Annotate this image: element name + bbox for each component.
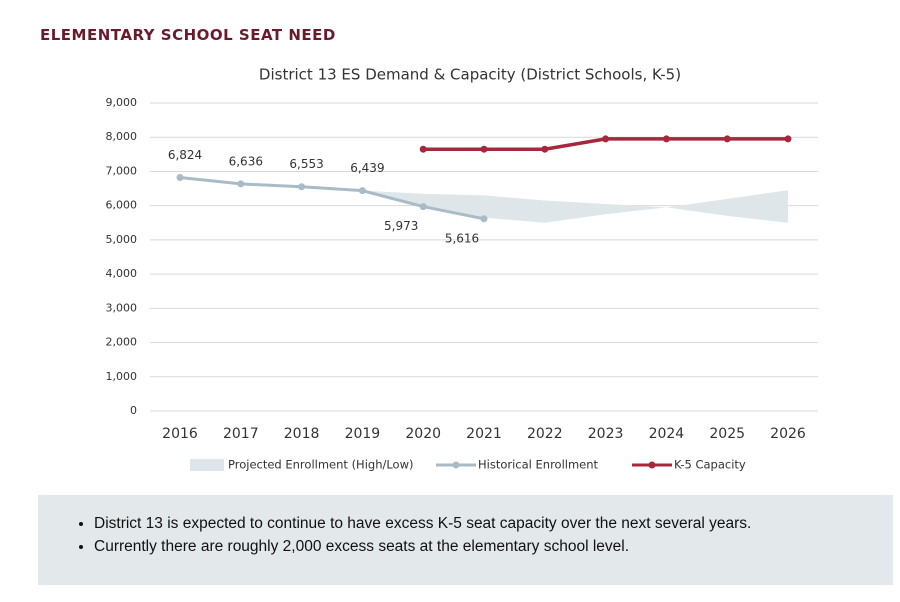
y-tick-label: 8,000 (106, 130, 138, 143)
chart-title: District 13 ES Demand & Capacity (Distri… (259, 66, 681, 84)
x-tick-label: 2016 (162, 426, 198, 442)
data-label: 6,439 (350, 161, 384, 175)
data-label: 6,636 (229, 154, 263, 168)
y-tick-label: 0 (130, 404, 137, 417)
x-tick-label: 2020 (405, 426, 441, 442)
series-point (419, 203, 427, 211)
data-label: 6,553 (289, 157, 323, 171)
y-tick-label: 3,000 (106, 301, 138, 314)
bullet: District 13 is expected to continue to h… (94, 515, 893, 533)
x-tick-label: 2024 (649, 426, 685, 442)
series-point (480, 145, 488, 153)
series-point (176, 173, 184, 181)
chart: District 13 ES Demand & Capacity (Distri… (106, 66, 818, 472)
x-tick-label: 2022 (527, 426, 563, 442)
data-label: 5,616 (445, 231, 479, 245)
series-line (179, 175, 485, 221)
series-point (480, 215, 488, 223)
x-tick-label: 2021 (466, 426, 502, 442)
legend-swatch (648, 461, 656, 469)
y-tick-label: 4,000 (106, 267, 138, 280)
y-tick-label: 9,000 (106, 96, 138, 109)
series-point (237, 180, 245, 188)
legend-label: Historical Enrollment (478, 458, 599, 472)
y-tick-label: 6,000 (106, 199, 138, 212)
series-point (662, 135, 670, 143)
y-tick-label: 2,000 (106, 336, 138, 349)
series-point (784, 135, 792, 143)
section-heading: ELEMENTARY SCHOOL SEAT NEED (40, 26, 336, 44)
bullet-list: District 13 is expected to continue to h… (38, 495, 893, 556)
legend-swatch (190, 459, 224, 471)
legend-label: Projected Enrollment (High/Low) (228, 458, 414, 472)
y-tick-label: 7,000 (106, 164, 138, 177)
series-point (723, 135, 731, 143)
bullet: Currently there are roughly 2,000 excess… (94, 538, 893, 556)
series-point (541, 145, 549, 153)
x-tick-label: 2019 (345, 426, 381, 442)
x-tick-label: 2026 (770, 426, 806, 442)
x-tick-label: 2025 (709, 426, 745, 442)
legend-label: K-5 Capacity (674, 458, 746, 472)
x-tick-label: 2023 (588, 426, 624, 442)
x-tick-label: 2018 (284, 426, 320, 442)
series-point (298, 183, 306, 191)
y-tick-label: 1,000 (106, 370, 138, 383)
data-label: 5,973 (384, 219, 418, 233)
x-tick-label: 2017 (223, 426, 259, 442)
legend-swatch (452, 461, 460, 469)
bullet-box: District 13 is expected to continue to h… (38, 495, 893, 585)
data-label: 6,824 (168, 148, 202, 162)
y-tick-label: 5,000 (106, 233, 138, 246)
series-point (419, 145, 427, 153)
series-point (358, 187, 366, 195)
series-point (602, 135, 610, 143)
